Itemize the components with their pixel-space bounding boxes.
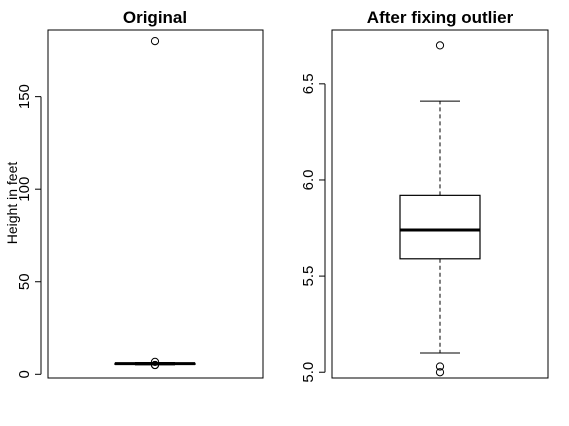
y-tick-label: 50 [16,273,33,290]
plot-frame [47,29,264,379]
outlier-point [435,368,445,377]
y-tick-label: 0 [16,370,33,378]
boxplot [114,37,196,370]
y-axis: 5.0 5.5 6.0 6.5 [300,73,326,383]
iqr-box [399,194,481,260]
panel-original: Original Height in feet 0 50 100 150 [4,8,264,379]
outlier-point [150,37,160,46]
outlier-point [150,360,160,370]
outlier-point [150,357,160,366]
y-tick-label: 6.5 [300,73,317,94]
outlier-point [435,41,445,50]
y-axis: 0 50 100 150 [16,84,42,378]
y-axis-label: Height in feet [4,162,20,245]
y-tick-label: 5.5 [300,266,317,287]
panel-title: Original [123,8,187,27]
y-tick-label: 150 [16,84,33,109]
boxplot [399,41,481,377]
y-tick-label: 6.0 [300,170,317,191]
y-tick-label: 100 [16,177,33,202]
plot-frame [331,29,549,379]
panel-title: After fixing outlier [367,8,514,27]
y-tick-label: 5.0 [300,362,317,383]
panel-after-fixing: After fixing outlier 5.0 5.5 6.0 6.5 [300,8,549,383]
outlier-point [435,362,445,371]
